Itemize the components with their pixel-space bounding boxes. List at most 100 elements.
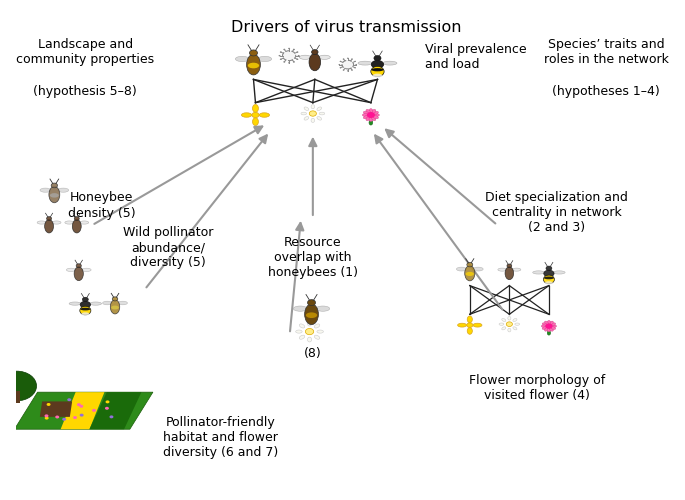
Ellipse shape [74,267,84,280]
Ellipse shape [543,275,554,283]
Ellipse shape [505,267,514,280]
Ellipse shape [111,306,119,310]
Ellipse shape [309,54,321,71]
Polygon shape [60,392,104,429]
Ellipse shape [314,324,320,328]
Circle shape [67,398,71,401]
Ellipse shape [551,326,556,330]
Ellipse shape [37,221,46,224]
Ellipse shape [306,312,317,318]
Circle shape [77,403,81,406]
Ellipse shape [103,301,112,305]
Circle shape [45,414,49,418]
Ellipse shape [236,56,249,62]
Ellipse shape [50,193,59,198]
Ellipse shape [499,323,504,326]
Ellipse shape [508,328,511,332]
Ellipse shape [501,318,506,322]
Circle shape [73,416,77,419]
Ellipse shape [373,114,379,116]
Ellipse shape [253,118,258,126]
Ellipse shape [369,117,373,121]
Text: (hypotheses 1–4): (hypotheses 1–4) [552,86,660,98]
Circle shape [79,414,84,416]
Ellipse shape [362,114,369,116]
Ellipse shape [551,323,556,326]
Circle shape [466,323,473,328]
Ellipse shape [545,321,549,325]
Ellipse shape [383,61,397,65]
Ellipse shape [299,324,305,328]
Circle shape [342,58,345,60]
Ellipse shape [79,221,88,224]
Ellipse shape [373,116,378,118]
Ellipse shape [82,297,88,302]
Ellipse shape [466,272,474,276]
Ellipse shape [314,335,320,339]
Ellipse shape [304,116,309,120]
Circle shape [347,58,349,59]
Ellipse shape [467,316,473,322]
Polygon shape [40,402,72,417]
Circle shape [298,55,299,56]
Text: Pollinator-friendly
habitat and flower
diversity (6 and 7): Pollinator-friendly habitat and flower d… [163,416,278,460]
Ellipse shape [90,302,101,305]
Ellipse shape [366,116,371,120]
Text: Species’ traits and
roles in the network: Species’ traits and roles in the network [544,38,669,66]
Ellipse shape [543,323,547,326]
Ellipse shape [308,300,316,306]
Ellipse shape [545,281,553,284]
Ellipse shape [369,108,373,113]
Ellipse shape [371,66,384,76]
Ellipse shape [508,316,511,320]
Circle shape [366,112,375,118]
Circle shape [92,409,96,412]
Ellipse shape [51,183,58,188]
Ellipse shape [371,110,376,114]
Ellipse shape [547,320,551,324]
Ellipse shape [73,220,82,233]
Ellipse shape [319,55,330,60]
Ellipse shape [371,116,376,120]
Circle shape [293,61,295,62]
Ellipse shape [293,306,307,312]
Ellipse shape [82,268,91,272]
Circle shape [279,55,281,56]
Circle shape [284,61,286,62]
Circle shape [306,328,314,334]
Ellipse shape [304,107,309,110]
Ellipse shape [112,297,118,301]
Circle shape [105,400,110,404]
Ellipse shape [358,61,372,65]
Ellipse shape [513,327,517,330]
Ellipse shape [79,306,91,315]
Circle shape [252,112,259,117]
Circle shape [356,64,357,65]
Circle shape [340,61,341,62]
Ellipse shape [80,308,90,310]
Bar [14,391,20,404]
Ellipse shape [299,335,305,339]
Circle shape [110,416,114,418]
Ellipse shape [373,112,378,114]
Text: Drivers of virus transmission: Drivers of virus transmission [231,20,461,35]
Polygon shape [90,392,141,429]
Ellipse shape [317,116,321,120]
Ellipse shape [296,330,302,333]
Circle shape [62,418,66,421]
Circle shape [47,403,51,406]
Circle shape [351,58,353,60]
Circle shape [354,61,356,62]
Ellipse shape [507,264,512,268]
Ellipse shape [533,271,545,274]
Circle shape [288,62,290,64]
Ellipse shape [76,264,82,268]
Ellipse shape [311,104,314,109]
Circle shape [297,58,299,60]
Ellipse shape [248,62,259,68]
Ellipse shape [317,107,321,110]
Circle shape [338,64,340,65]
Ellipse shape [467,328,473,334]
Circle shape [354,67,356,68]
Ellipse shape [544,270,554,277]
